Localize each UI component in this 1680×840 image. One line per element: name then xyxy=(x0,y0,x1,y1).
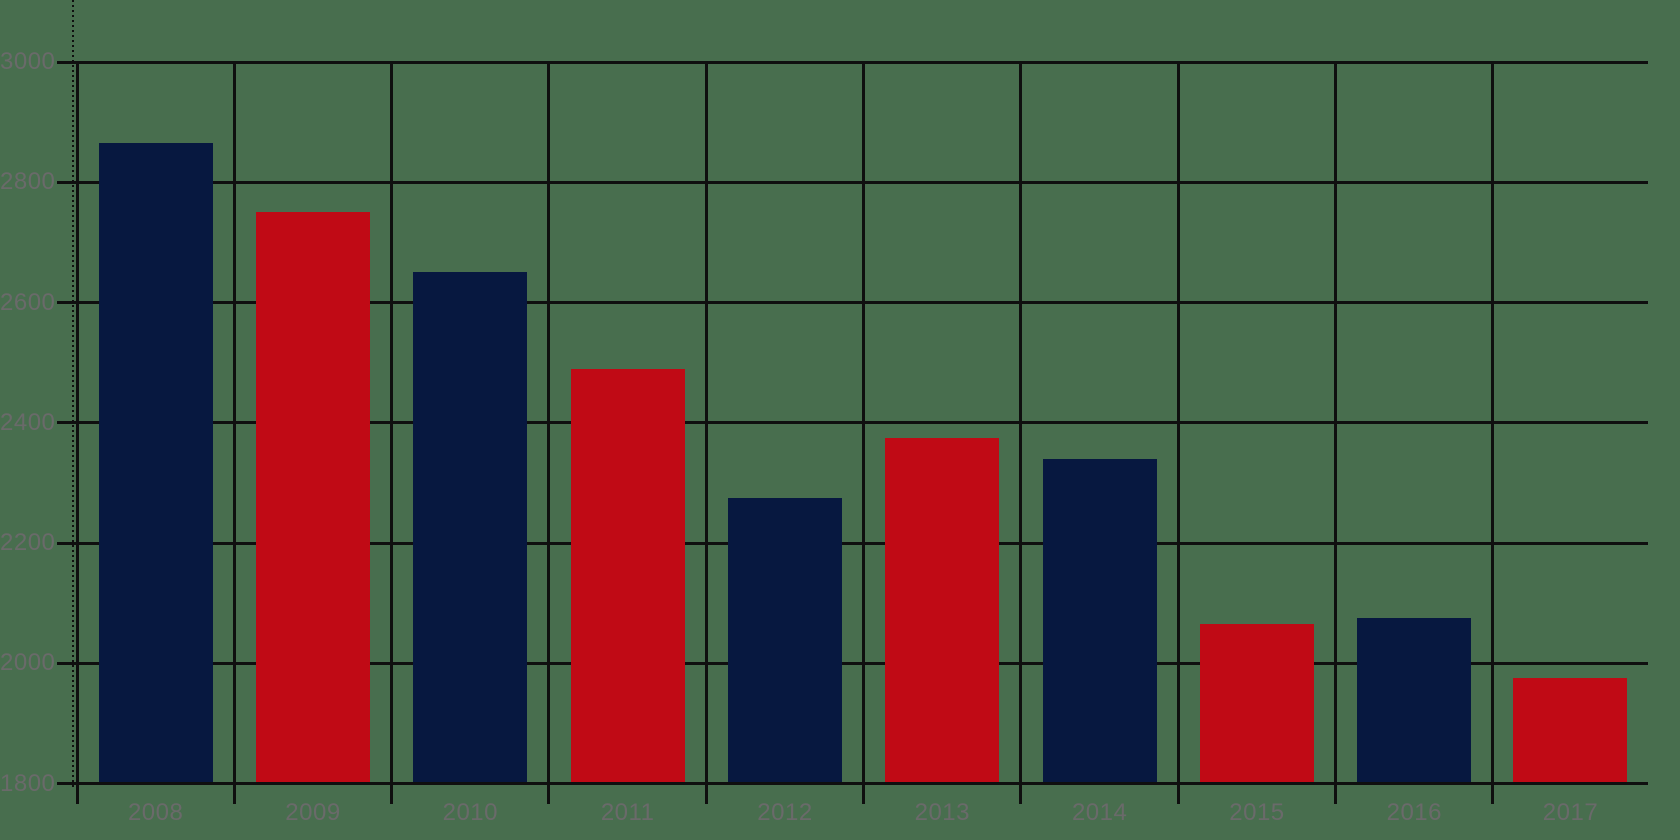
y-tick-label-2400: 2400 xyxy=(0,408,56,436)
x-tick-label-2016: 2016 xyxy=(1386,799,1442,826)
x-tick-label-2008: 2008 xyxy=(127,799,184,826)
y-tick-label-2600: 2600 xyxy=(0,288,56,316)
bar-2011 xyxy=(570,368,685,782)
y-axis-line xyxy=(75,62,79,804)
v-gridline-2 xyxy=(390,62,394,804)
bar-2014 xyxy=(1042,458,1157,782)
bar-2010 xyxy=(413,272,528,782)
x-tick-label-2011: 2011 xyxy=(600,799,655,826)
y-tick-label-2200: 2200 xyxy=(0,529,56,556)
y-tick-label-2000: 2000 xyxy=(0,649,56,677)
v-gridline-7 xyxy=(1176,62,1180,804)
v-gridline-5 xyxy=(862,62,866,804)
h-gridline-2400 xyxy=(57,421,1648,425)
x-tick-label-2017: 2017 xyxy=(1542,799,1599,826)
x-tick-label-2014: 2014 xyxy=(1071,799,1128,826)
v-gridline-1 xyxy=(232,62,236,804)
bar-2009 xyxy=(255,212,370,782)
x-tick-label-2010: 2010 xyxy=(442,799,498,826)
x-tick-label-2009: 2009 xyxy=(285,799,341,826)
h-gridline-1800 xyxy=(57,782,1648,785)
bar-2008 xyxy=(98,143,213,782)
x-tick-label-2013: 2013 xyxy=(914,799,970,826)
x-tick-label-2012: 2012 xyxy=(757,799,813,826)
dotted-y-axis-line xyxy=(71,0,74,788)
bar-2017 xyxy=(1513,678,1628,782)
h-gridline-2200 xyxy=(57,541,1648,545)
v-gridline-8 xyxy=(1334,62,1338,804)
h-gridline-2000 xyxy=(57,661,1648,665)
y-tick-label-1800: 1800 xyxy=(0,769,56,797)
bar-2016 xyxy=(1357,618,1472,782)
v-gridline-9 xyxy=(1491,62,1495,804)
bar-2013 xyxy=(885,437,1000,782)
v-gridline-4 xyxy=(704,62,708,804)
y-tick-label-3000: 3000 xyxy=(0,48,56,75)
h-gridline-2800 xyxy=(57,180,1648,184)
v-gridline-3 xyxy=(547,62,551,804)
bar-2015 xyxy=(1199,624,1314,782)
bar-2012 xyxy=(727,497,842,782)
h-gridline-3000 xyxy=(57,60,1648,64)
y-tick-label-2800: 2800 xyxy=(0,168,56,196)
x-tick-label-2015: 2015 xyxy=(1229,799,1285,826)
v-gridline-6 xyxy=(1019,62,1023,804)
h-gridline-2600 xyxy=(57,301,1648,304)
